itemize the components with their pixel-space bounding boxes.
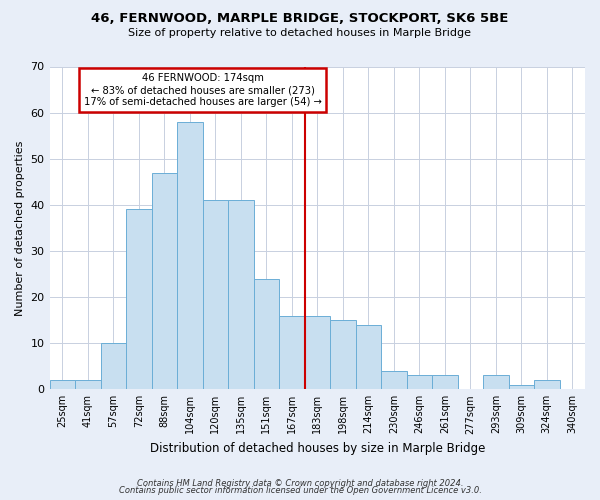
Text: Contains HM Land Registry data © Crown copyright and database right 2024.: Contains HM Land Registry data © Crown c…	[137, 478, 463, 488]
Bar	[509, 384, 534, 390]
Bar	[279, 316, 305, 390]
Bar	[50, 380, 75, 390]
Bar	[254, 278, 279, 390]
Bar	[381, 371, 407, 390]
Bar	[305, 316, 330, 390]
Bar	[228, 200, 254, 390]
Bar	[407, 376, 432, 390]
Y-axis label: Number of detached properties: Number of detached properties	[15, 140, 25, 316]
Bar	[432, 376, 458, 390]
X-axis label: Distribution of detached houses by size in Marple Bridge: Distribution of detached houses by size …	[149, 442, 485, 455]
Bar	[152, 172, 177, 390]
Bar	[126, 210, 152, 390]
Bar	[101, 343, 126, 390]
Bar	[356, 324, 381, 390]
Text: Size of property relative to detached houses in Marple Bridge: Size of property relative to detached ho…	[128, 28, 472, 38]
Bar	[330, 320, 356, 390]
Bar	[203, 200, 228, 390]
Bar	[483, 376, 509, 390]
Bar	[534, 380, 560, 390]
Text: 46 FERNWOOD: 174sqm
← 83% of detached houses are smaller (273)
17% of semi-detac: 46 FERNWOOD: 174sqm ← 83% of detached ho…	[83, 74, 322, 106]
Bar	[177, 122, 203, 390]
Bar	[75, 380, 101, 390]
Text: 46, FERNWOOD, MARPLE BRIDGE, STOCKPORT, SK6 5BE: 46, FERNWOOD, MARPLE BRIDGE, STOCKPORT, …	[91, 12, 509, 26]
Text: Contains public sector information licensed under the Open Government Licence v3: Contains public sector information licen…	[119, 486, 481, 495]
